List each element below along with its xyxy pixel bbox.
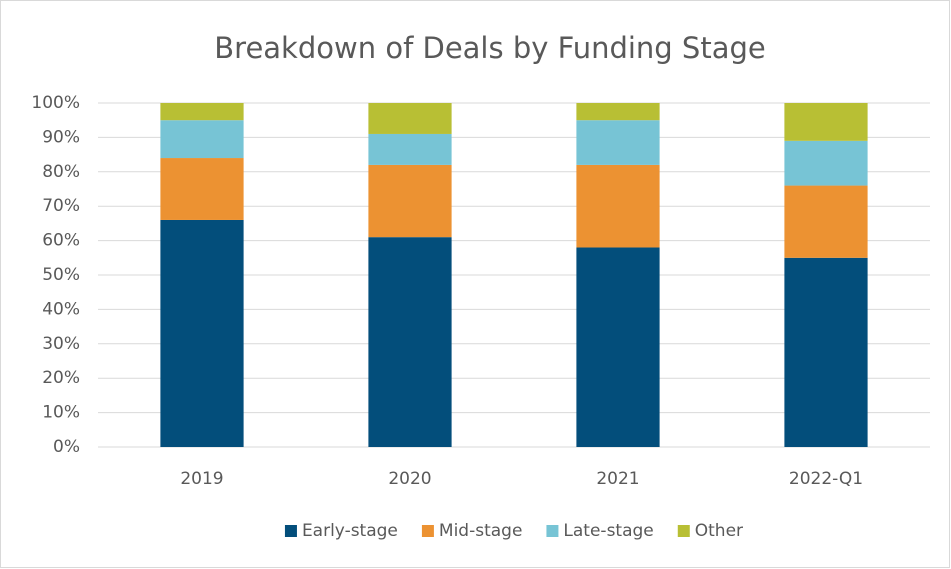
bar-segment	[160, 120, 244, 159]
bar-segment	[576, 247, 660, 447]
bar-segment	[784, 257, 868, 447]
bar-segment	[576, 120, 660, 165]
y-tick-label: 30%	[42, 334, 80, 354]
y-tick-label: 80%	[42, 162, 80, 182]
legend-swatch	[421, 525, 434, 537]
y-tick-label: 60%	[42, 231, 80, 251]
bar-segment	[784, 103, 868, 141]
y-tick-label: 10%	[42, 403, 80, 423]
bar-segment	[160, 158, 244, 220]
legend-label: Mid-stage	[439, 521, 523, 541]
bar-segment	[160, 219, 244, 447]
x-tick-label: 2021	[596, 469, 639, 489]
legend-swatch	[284, 525, 297, 537]
y-tick-label: 90%	[42, 127, 80, 147]
x-tick-label: 2020	[388, 469, 431, 489]
legend-label: Early-stage	[302, 521, 398, 541]
legend-swatch	[677, 525, 690, 537]
y-tick-label: 70%	[42, 196, 80, 216]
bar-segment	[576, 164, 660, 248]
y-tick-label: 20%	[42, 368, 80, 388]
bar-segment	[784, 185, 868, 258]
bar-segment	[784, 140, 868, 186]
y-tick-label: 0%	[53, 437, 80, 457]
legend-swatch	[546, 525, 559, 537]
x-tick-label: 2022-Q1	[789, 469, 863, 489]
bar-segment	[160, 103, 244, 121]
y-tick-label: 40%	[42, 299, 80, 319]
bar-segment	[368, 237, 452, 447]
y-tick-label: 100%	[31, 93, 80, 113]
bar-segment	[368, 164, 452, 238]
bar-segment	[368, 133, 452, 165]
legend-label: Late-stage	[563, 521, 653, 541]
bar-segment	[576, 103, 660, 121]
bar-segment	[368, 103, 452, 134]
x-tick-label: 2019	[180, 469, 223, 489]
legend-label: Other	[695, 521, 743, 541]
y-tick-label: 50%	[42, 265, 80, 285]
chart-title: Breakdown of Deals by Funding Stage	[214, 31, 765, 65]
